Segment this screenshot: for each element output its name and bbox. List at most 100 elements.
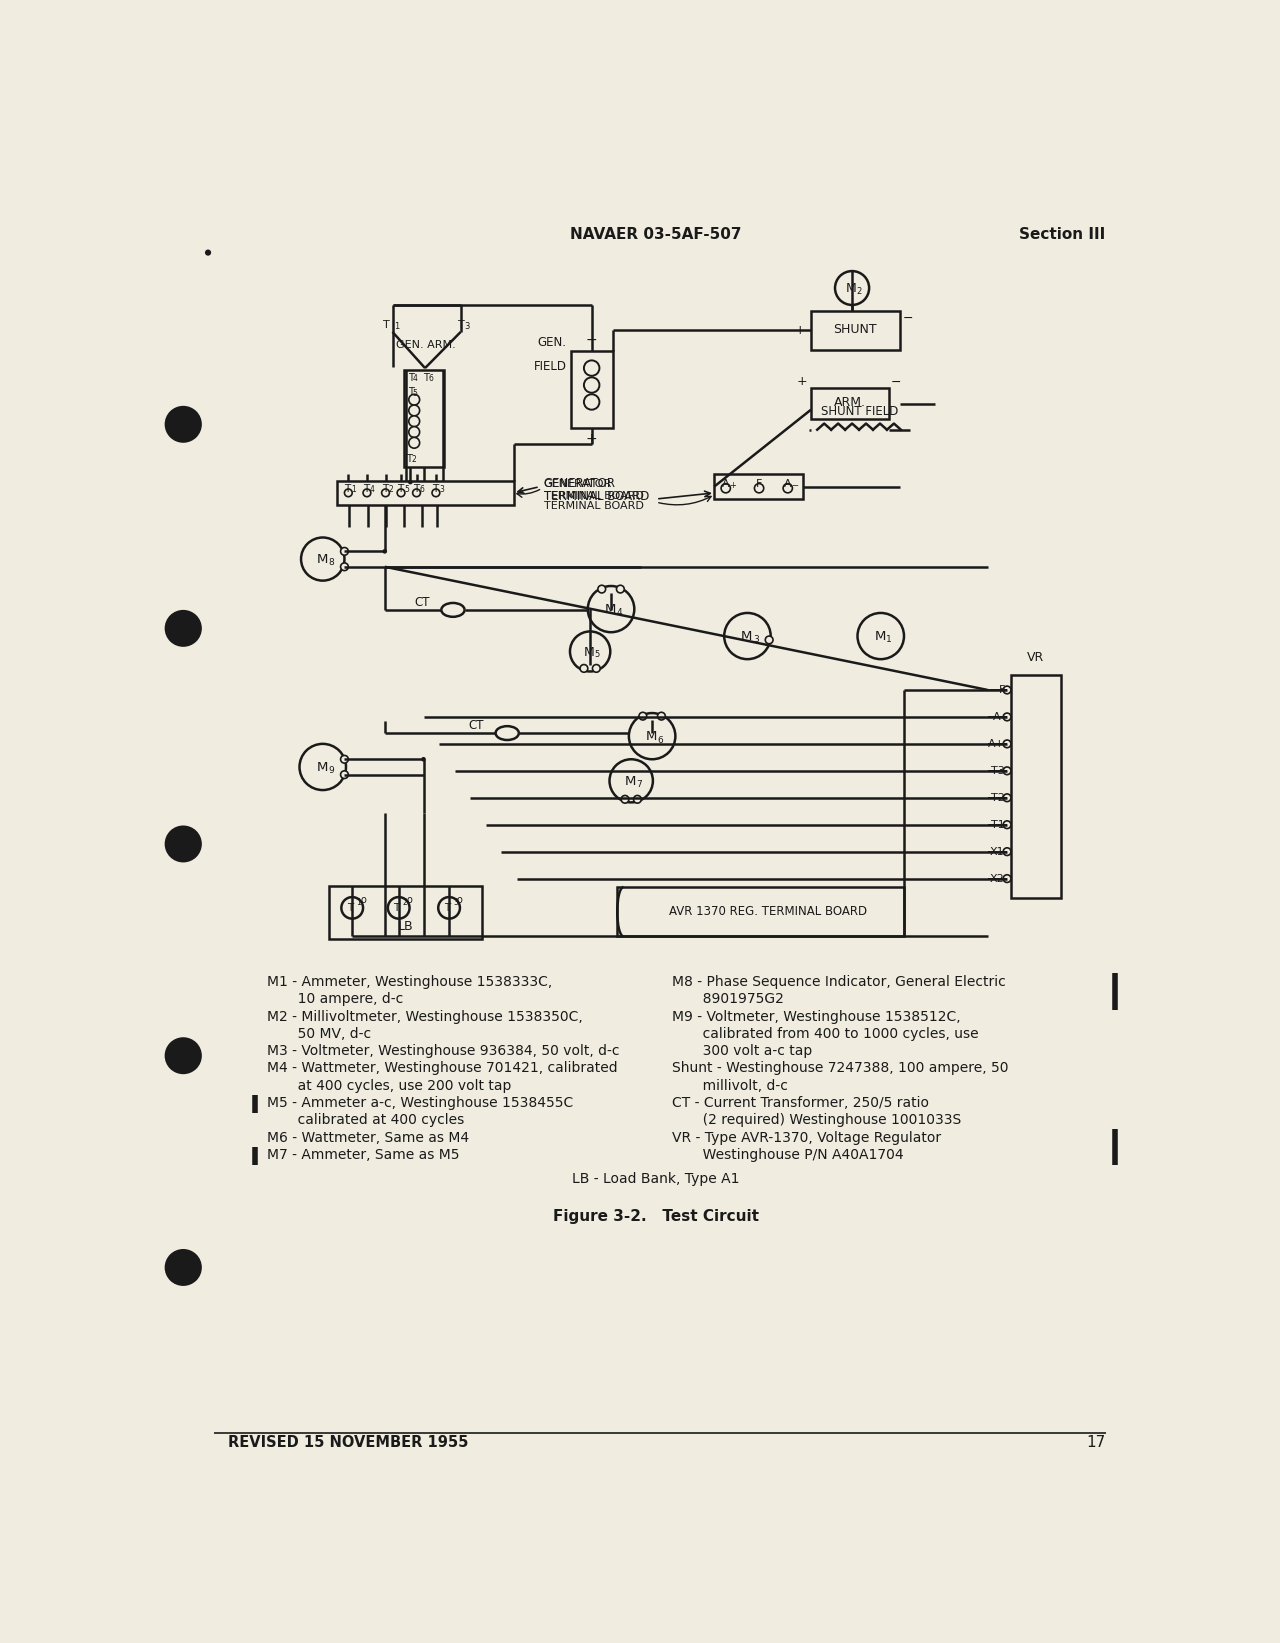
Circle shape — [835, 271, 869, 306]
Text: +: + — [586, 432, 598, 445]
Text: FIELD: FIELD — [534, 360, 567, 373]
Text: M9 - Voltmeter, Westinghouse 1538512C,: M9 - Voltmeter, Westinghouse 1538512C, — [672, 1009, 960, 1024]
Circle shape — [584, 378, 599, 393]
Text: NAVAER 03-5AF-507: NAVAER 03-5AF-507 — [571, 227, 741, 242]
Text: calibrated at 400 cycles: calibrated at 400 cycles — [268, 1114, 465, 1127]
Text: Westinghouse P/N A40A1704: Westinghouse P/N A40A1704 — [672, 1148, 904, 1162]
Text: 1: 1 — [394, 322, 399, 332]
Text: A-: A- — [993, 711, 1005, 721]
Text: 9: 9 — [328, 766, 334, 775]
Text: 3: 3 — [439, 485, 444, 495]
Text: T: T — [347, 904, 353, 914]
Text: M7 - Ammeter, Same as M5: M7 - Ammeter, Same as M5 — [268, 1148, 460, 1162]
Text: M: M — [846, 283, 856, 296]
Text: 5: 5 — [595, 651, 600, 659]
Text: T: T — [433, 483, 438, 493]
Circle shape — [340, 547, 348, 555]
Text: X1: X1 — [991, 846, 1005, 856]
Text: −: − — [791, 481, 799, 490]
Circle shape — [342, 897, 364, 918]
Bar — [404, 370, 444, 467]
Circle shape — [438, 897, 460, 918]
Circle shape — [340, 771, 348, 779]
Circle shape — [858, 613, 904, 659]
Text: T: T — [364, 483, 369, 493]
Text: T: T — [458, 320, 465, 330]
Circle shape — [1004, 822, 1011, 828]
Circle shape — [593, 664, 600, 672]
Text: 3: 3 — [453, 899, 458, 907]
Circle shape — [165, 1037, 202, 1075]
Text: GEN. ARM.: GEN. ARM. — [396, 340, 456, 350]
Text: CT: CT — [415, 596, 430, 608]
Circle shape — [628, 713, 676, 759]
Text: 1: 1 — [886, 636, 892, 644]
Text: o: o — [407, 895, 412, 905]
Text: 2: 2 — [411, 455, 416, 463]
Text: calibrated from 400 to 1000 cycles, use: calibrated from 400 to 1000 cycles, use — [672, 1027, 978, 1040]
Circle shape — [408, 437, 420, 449]
Text: M: M — [645, 731, 657, 743]
Text: SHUNT FIELD: SHUNT FIELD — [822, 406, 899, 419]
Circle shape — [165, 1249, 202, 1286]
Text: TERMINAL BOARD: TERMINAL BOARD — [544, 491, 644, 501]
Circle shape — [1004, 713, 1011, 721]
Text: 5: 5 — [404, 485, 410, 495]
Text: TERMINAL BOARD: TERMINAL BOARD — [544, 501, 644, 511]
Text: T: T — [408, 388, 413, 398]
Text: AVR 1370 REG. TERMINAL BOARD: AVR 1370 REG. TERMINAL BOARD — [669, 905, 868, 918]
Text: GEN.: GEN. — [538, 335, 567, 348]
Text: 2: 2 — [856, 286, 861, 296]
Bar — [337, 480, 515, 504]
Bar — [329, 886, 483, 938]
Text: M3 - Voltmeter, Westinghouse 936384, 50 volt, d-c: M3 - Voltmeter, Westinghouse 936384, 50 … — [268, 1045, 620, 1058]
Text: TERMINAL BOARD: TERMINAL BOARD — [544, 490, 649, 503]
Text: T3: T3 — [991, 766, 1005, 775]
Text: o: o — [360, 895, 366, 905]
Circle shape — [621, 795, 628, 803]
Text: Figure 3-2.   Test Circuit: Figure 3-2. Test Circuit — [553, 1209, 759, 1224]
Circle shape — [364, 490, 371, 496]
Circle shape — [433, 490, 440, 496]
Circle shape — [165, 610, 202, 647]
Text: 4: 4 — [412, 375, 417, 383]
Text: 2: 2 — [403, 899, 407, 907]
Circle shape — [421, 757, 426, 762]
Text: A+: A+ — [988, 739, 1005, 749]
Text: o: o — [457, 895, 463, 905]
Text: M: M — [874, 631, 886, 644]
Text: T2: T2 — [991, 794, 1005, 803]
Text: T: T — [444, 904, 449, 914]
Text: A: A — [783, 480, 791, 490]
Text: +: + — [794, 324, 805, 337]
Text: −: − — [586, 332, 598, 347]
Text: 50 MV, d-c: 50 MV, d-c — [268, 1027, 371, 1040]
Circle shape — [408, 416, 420, 427]
Text: T: T — [407, 453, 412, 463]
Text: −: − — [902, 312, 913, 325]
Circle shape — [397, 490, 404, 496]
Text: Shunt - Westinghouse 7247388, 100 ampere, 50: Shunt - Westinghouse 7247388, 100 ampere… — [672, 1061, 1009, 1076]
Circle shape — [1004, 739, 1011, 748]
Circle shape — [609, 759, 653, 802]
Circle shape — [300, 744, 346, 790]
Circle shape — [639, 713, 646, 720]
Text: GENERATOR: GENERATOR — [544, 476, 616, 490]
Circle shape — [580, 664, 588, 672]
Text: (2 required) Westinghouse 1001033S: (2 required) Westinghouse 1001033S — [672, 1114, 961, 1127]
Text: 4: 4 — [370, 485, 375, 495]
Text: M4 - Wattmeter, Westinghouse 701421, calibrated: M4 - Wattmeter, Westinghouse 701421, cal… — [268, 1061, 617, 1076]
Text: REVISED 15 NOVEMBER 1955: REVISED 15 NOVEMBER 1955 — [228, 1436, 468, 1451]
Text: M: M — [584, 646, 595, 659]
Text: T: T — [424, 373, 429, 383]
Text: M6 - Wattmeter, Same as M4: M6 - Wattmeter, Same as M4 — [268, 1130, 468, 1145]
Text: SHUNT: SHUNT — [833, 322, 877, 335]
Circle shape — [165, 406, 202, 444]
Circle shape — [1004, 848, 1011, 856]
Bar — [714, 475, 804, 499]
Bar — [812, 388, 888, 419]
Text: 2: 2 — [389, 485, 393, 495]
Text: millivolt, d-c: millivolt, d-c — [672, 1079, 787, 1093]
Circle shape — [165, 825, 202, 863]
Text: T: T — [393, 904, 399, 914]
